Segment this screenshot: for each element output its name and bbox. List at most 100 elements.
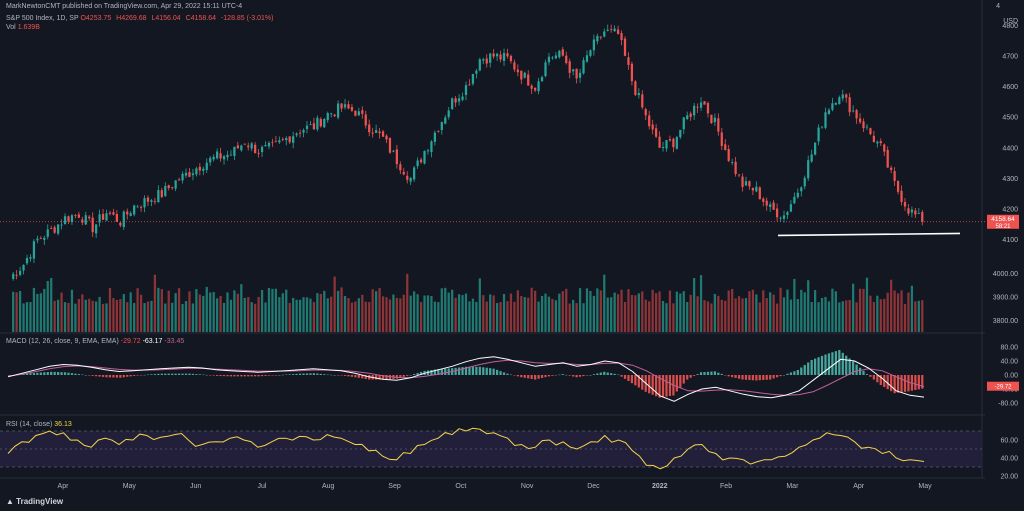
macd-legend[interactable]: MACD (12, 26, close, 9, EMA, EMA) -29.72…	[6, 338, 184, 345]
macd-hist-pos	[561, 374, 564, 375]
volume-bar-down	[900, 290, 903, 332]
volume-bar-down	[257, 296, 260, 332]
candle-up	[143, 198, 146, 208]
volume-bar-up	[292, 297, 295, 332]
macd-hist-pos	[326, 374, 329, 376]
symbol-label[interactable]: S&P 500 Index, 1D, SP	[6, 15, 79, 22]
rsi-line	[7, 427, 925, 470]
macd-hist-pos	[433, 369, 437, 375]
scale-marker: 4	[996, 3, 1000, 10]
volume-legend[interactable]: Vol 1.639B	[6, 24, 40, 31]
volume-bar-up	[430, 296, 433, 332]
candle-up	[343, 104, 347, 108]
volume-bar-up	[523, 297, 526, 332]
macd-hist-neg	[879, 375, 882, 386]
candle-up	[205, 162, 208, 170]
volume-bar-down	[236, 293, 239, 332]
macd-hist-pos	[454, 367, 457, 375]
candle-up	[209, 157, 212, 163]
macd-hist-pos	[205, 374, 208, 376]
candle-up	[502, 52, 506, 61]
candle-up	[544, 62, 547, 77]
volume-bar-up	[713, 294, 716, 332]
volume-bar-down	[703, 300, 706, 332]
candle-down	[399, 164, 402, 171]
volume-bar-down	[886, 292, 889, 332]
candle-down	[198, 166, 201, 171]
volume-bar-up	[665, 303, 668, 332]
volume-bar-up	[572, 299, 575, 332]
time-axis[interactable]: Apr May Jun Jul Aug Sep Oct Nov Dec 2022 Feb Mar Apr…	[58, 483, 933, 490]
volume-bar-up	[25, 302, 29, 332]
candle-up	[105, 213, 108, 221]
volume-bar-up	[834, 291, 837, 332]
rsi-legend[interactable]: RSI (14, close) 36.13	[6, 421, 72, 428]
macd-hist-neg	[921, 375, 924, 389]
currency-label[interactable]: USD	[1003, 18, 1018, 25]
candle-up	[755, 186, 758, 192]
volume-bar-up	[295, 299, 298, 332]
candle-up	[43, 237, 46, 240]
macd-hist-pos	[29, 373, 32, 375]
candle-down	[88, 216, 91, 219]
macd-hist-pos	[478, 366, 481, 375]
candle-down	[188, 172, 191, 177]
candle-up	[122, 211, 125, 228]
volume-bar-down	[654, 293, 658, 332]
candle-down	[419, 159, 423, 163]
candle-up	[554, 55, 557, 59]
volume-bar-down	[651, 289, 654, 332]
candle-up	[22, 264, 25, 271]
macd-hist-pos	[810, 359, 813, 375]
candle-up	[150, 200, 153, 202]
candle-down	[74, 215, 77, 216]
macd-hist-neg	[361, 375, 364, 379]
macd-hist-neg	[233, 375, 236, 377]
candle-up	[917, 213, 920, 214]
candle-down	[15, 275, 18, 276]
volume-bar-up	[74, 303, 77, 332]
macd-hist-pos	[53, 371, 56, 375]
macd-hist-neg	[876, 375, 879, 383]
macd-hist-neg	[748, 375, 751, 381]
volume-bar-down	[872, 301, 876, 332]
macd-hist-neg	[343, 375, 347, 376]
macd-hist-pos	[713, 371, 716, 375]
macd-hist-neg	[630, 375, 634, 384]
candle-down	[921, 211, 924, 222]
volume-bar-down	[219, 296, 222, 332]
macd-hist-pos	[39, 372, 42, 375]
macd-hist-pos	[430, 369, 433, 375]
price-axis[interactable]: 4100 4200 4300 4400 4500 4600 4700 4800 4158.645…	[987, 23, 1019, 481]
rsi-tick-label: 40.00	[1000, 456, 1018, 463]
candle-down	[126, 211, 129, 215]
candle-up	[582, 60, 585, 74]
candle-up	[661, 147, 665, 148]
candle-down	[599, 36, 602, 38]
candle-up	[592, 39, 596, 51]
macd-hist-neg	[513, 375, 516, 376]
candle-down	[499, 54, 502, 60]
volume-bar-down	[734, 298, 737, 332]
candle-up	[679, 129, 682, 138]
macd-hist-neg	[917, 375, 920, 390]
volume-bar-up	[464, 293, 468, 332]
candle-up	[56, 224, 60, 234]
candle-up	[824, 112, 827, 128]
macd-hist-neg	[554, 375, 557, 376]
candle-down	[39, 238, 42, 240]
macd-hist-pos	[32, 372, 36, 375]
ohlc-legend[interactable]: S&P 500 Index, 1D, SP O4253.75 H4269.68 …	[6, 15, 276, 22]
volume-bar-up	[413, 291, 416, 332]
volume-bar-up	[554, 300, 557, 332]
macd-hist-pos	[858, 367, 862, 375]
candle-up	[357, 111, 360, 116]
volume-bar-down	[779, 287, 782, 332]
volume-bar-up	[440, 288, 443, 332]
candle-up	[423, 150, 426, 164]
macd-hist-pos	[302, 373, 305, 375]
tradingview-logo[interactable]: ▲ TradingView	[6, 497, 63, 506]
volume-bar-up	[392, 294, 395, 332]
macd-hist-pos	[796, 369, 799, 375]
